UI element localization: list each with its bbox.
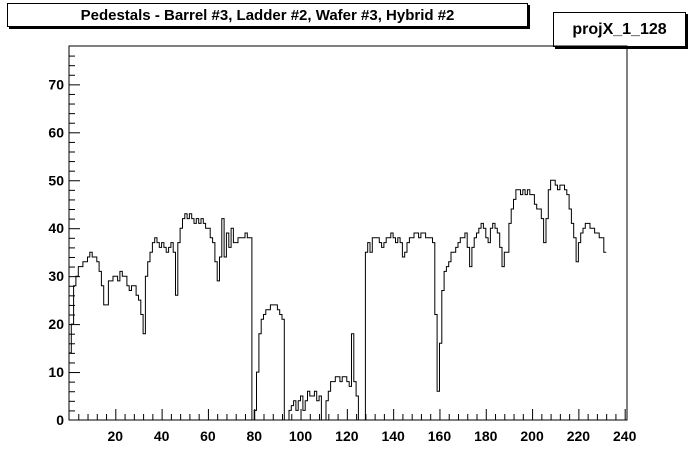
plot-frame (68, 45, 628, 421)
chart-title: Pedestals - Barrel #3, Ladder #2, Wafer … (7, 3, 528, 27)
x-tick-label: 140 (381, 428, 405, 444)
y-tick-label: 10 (48, 364, 64, 380)
x-tick-label: 40 (154, 428, 170, 444)
x-tick-label: 240 (613, 428, 637, 444)
y-tick-label: 30 (48, 268, 64, 284)
x-tick-label: 60 (200, 428, 216, 444)
pedestal-histogram-line (69, 179, 607, 421)
y-tick-label: 20 (48, 316, 64, 332)
y-tick-label: 0 (56, 412, 64, 428)
y-tick-label: 50 (48, 172, 64, 188)
y-tick-label: 60 (48, 124, 64, 140)
x-tick-label: 220 (567, 428, 591, 444)
x-tick-label: 160 (428, 428, 452, 444)
x-tick-label: 180 (474, 428, 498, 444)
y-tick-label: 40 (48, 220, 64, 236)
x-tick-label: 20 (108, 428, 124, 444)
y-tick-label: 70 (48, 76, 64, 92)
axes-group: 20 40 60 80 100 120 140 160 180 200 220 240 0 10 20 30 4… (48, 55, 637, 444)
x-tick-label: 200 (520, 428, 544, 444)
x-tick-label: 80 (246, 428, 262, 444)
x-tick-label: 100 (289, 428, 313, 444)
x-tick-label: 120 (335, 428, 359, 444)
